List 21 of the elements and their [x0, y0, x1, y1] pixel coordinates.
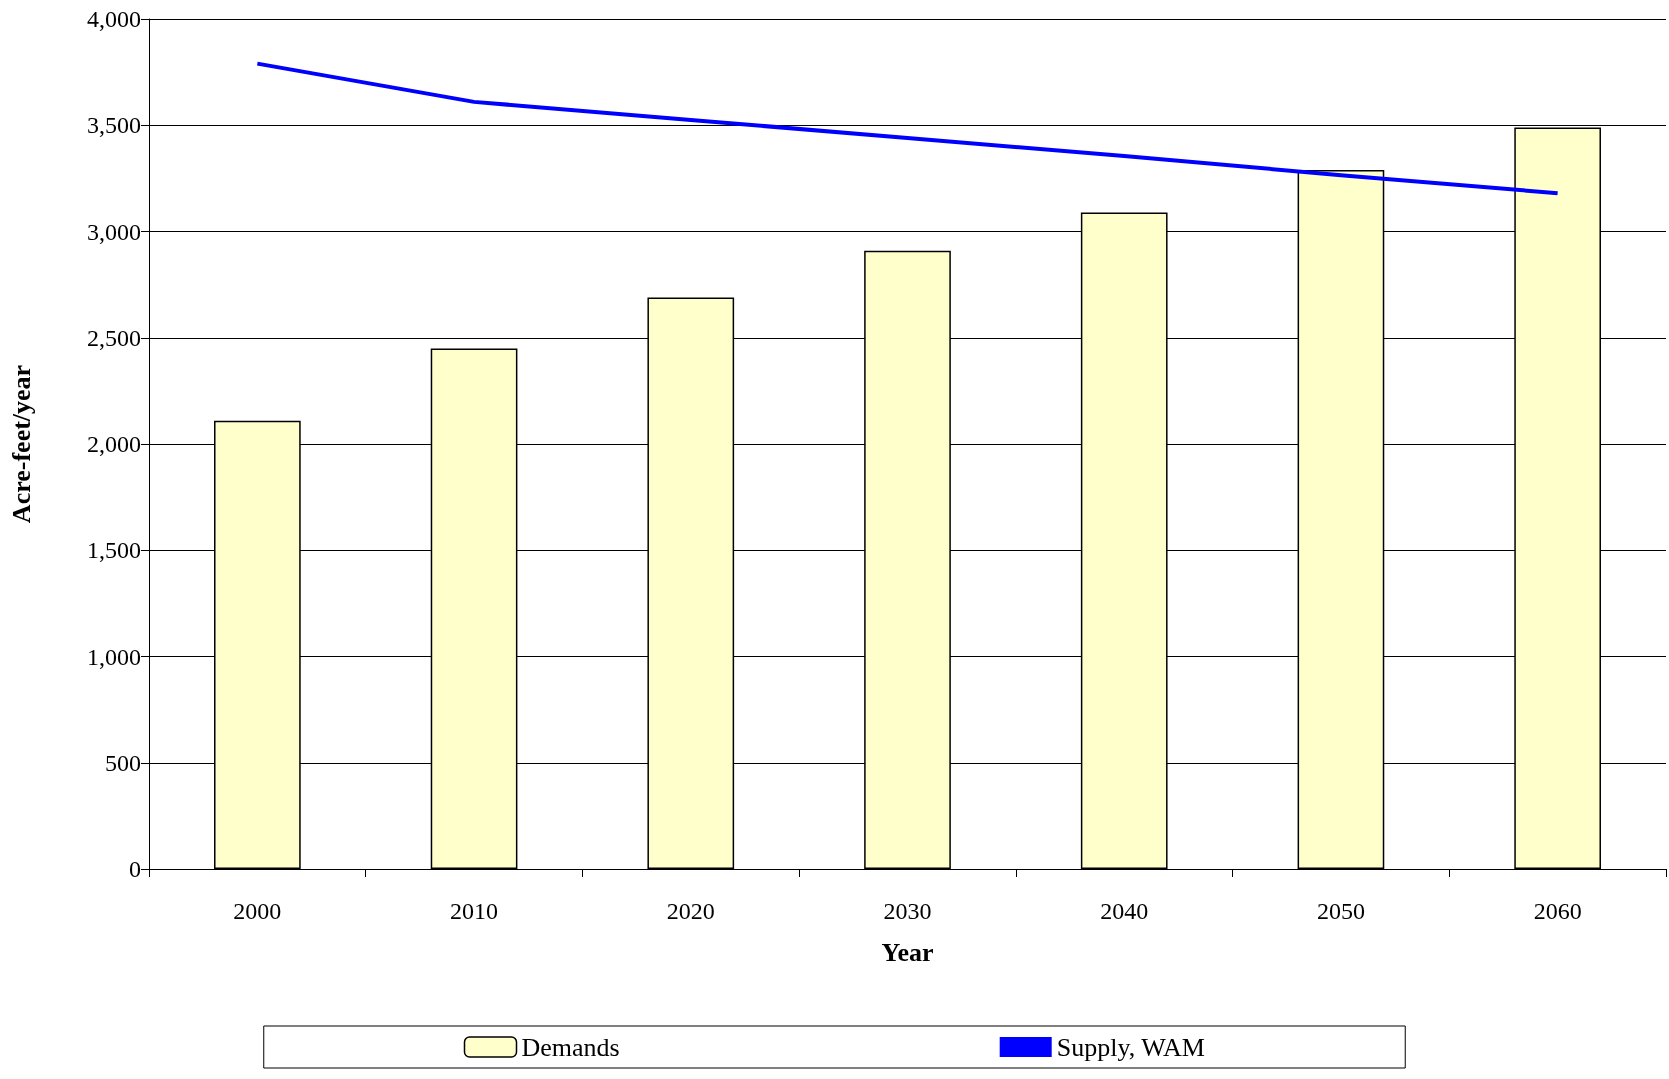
- y-tick-label: 3,000: [87, 218, 141, 245]
- y-tick-label: 500: [105, 749, 141, 776]
- x-tick-label: 2040: [1100, 898, 1149, 924]
- legend-label: Supply, WAM: [1056, 1032, 1205, 1062]
- line-series: [255, 61, 1560, 196]
- x-tick-label: 2000: [233, 898, 282, 924]
- y-axis-title: Acre-feet/year: [6, 364, 36, 524]
- y-tick-label: 1,000: [87, 643, 141, 670]
- y-tick-label: 3,500: [87, 112, 141, 139]
- y-tick-label: 4,000: [87, 6, 141, 32]
- x-tick-label: 2060: [1533, 898, 1582, 924]
- x-tick-label: 2050: [1316, 898, 1365, 924]
- x-axis-title: Year: [881, 937, 934, 967]
- x-tick-label: 2030: [883, 898, 932, 924]
- y-tick-label: 1,500: [87, 537, 141, 564]
- y-tick-label: 2,500: [87, 324, 141, 351]
- y-tick-label: 0: [129, 856, 141, 882]
- y-tick-label: 2,000: [87, 431, 141, 457]
- x-tick-label: 2020: [666, 898, 715, 924]
- legend-label: Demands: [521, 1032, 620, 1062]
- x-tick-label: 2010: [450, 898, 499, 924]
